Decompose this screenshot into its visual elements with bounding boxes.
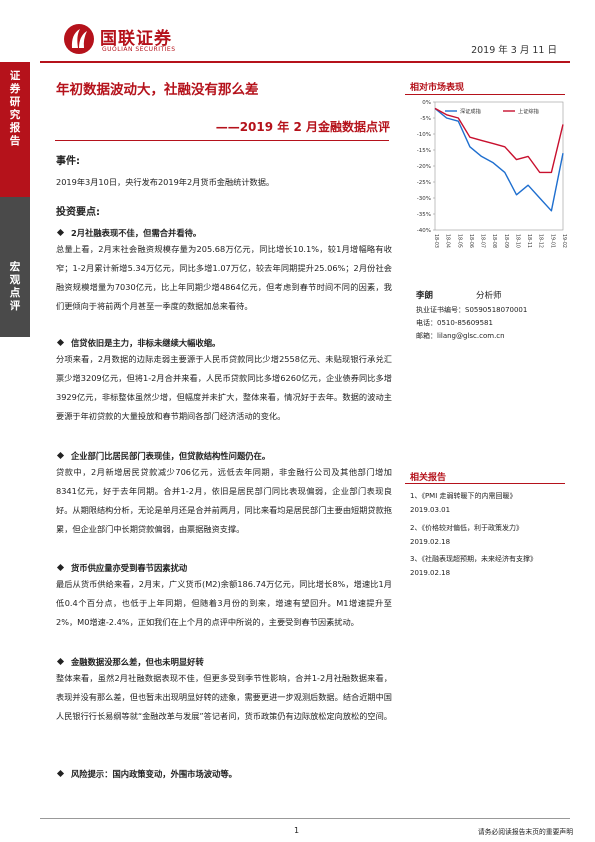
x-tick-label: 18-05 bbox=[456, 234, 462, 248]
bullet-diamond-icon bbox=[56, 657, 65, 666]
point-1-text: 总量上看，2月末社会融资规模存量为205.68万亿元，同比增长10.1%，较1月… bbox=[56, 244, 392, 311]
point-2-text: 分项来看，2月数据的边际走弱主要源于人民币贷款同比少增2558亿元、未贴现银行承… bbox=[56, 354, 392, 421]
sidebar-report-type: 证券研究报告 bbox=[9, 70, 21, 147]
point-5-title-text: 金融数据没那么差，但也未明显好转 bbox=[71, 657, 204, 667]
bullet-diamond-icon bbox=[56, 228, 65, 237]
x-tick-label: 18-10 bbox=[514, 234, 520, 248]
point-4-title-text: 货币供应量亦受到春节因素扰动 bbox=[71, 563, 188, 573]
analyst-name: 李朗 bbox=[416, 291, 434, 301]
y-tick-label: -30% bbox=[417, 196, 431, 202]
series-line-1 bbox=[434, 107, 564, 212]
point-5-text: 整体来看，虽然2月社融数据表现不佳，但更多受到季节性影响，合并1-2月社融数据来… bbox=[56, 673, 392, 721]
risk-warning-text: 风险提示：国内政策变动，外围市场波动等。 bbox=[71, 769, 237, 779]
analyst-cert: 执业证书编号：S0590518070001 bbox=[416, 306, 528, 314]
point-3-text: 贷款中，2月新增居民贷款减少706亿元，远低去年同期，非金融行公司及其他部门增加… bbox=[56, 467, 392, 534]
related-item-2-date: 2019.02.18 bbox=[410, 538, 451, 546]
x-tick-label: 18-09 bbox=[503, 234, 509, 248]
related-item-3-title: 3、《社融表现超预期，未来经济有支撑》 bbox=[410, 555, 537, 563]
bullet-diamond-icon bbox=[56, 338, 65, 347]
point-2-title: 信贷依旧是主力，非标未继续大幅收缩。 bbox=[56, 337, 220, 349]
bullet-diamond-icon bbox=[56, 451, 65, 460]
x-tick-label: 18-04 bbox=[445, 234, 451, 248]
y-tick-label: -25% bbox=[417, 180, 431, 186]
footer-disclaimer: 请务必阅读报告末页的重要声明 bbox=[477, 828, 573, 836]
logo-emblem-icon bbox=[64, 24, 94, 54]
market-heading: 相对市场表现 bbox=[410, 83, 465, 93]
y-tick-label: -5% bbox=[420, 116, 431, 122]
analyst-phone: 电话：0510-85609581 bbox=[416, 319, 493, 327]
x-tick-label: 18-07 bbox=[480, 234, 486, 248]
header-divider bbox=[40, 61, 570, 63]
plot-frame bbox=[434, 101, 564, 231]
report-date: 2019 年 3 月 11 日 bbox=[471, 45, 557, 56]
x-tick-label: 19-01 bbox=[549, 234, 555, 248]
logo-text-cn: 国联证券 bbox=[100, 29, 172, 49]
related-heading: 相关报告 bbox=[410, 473, 447, 483]
event-heading: 事件: bbox=[56, 156, 80, 167]
title-divider bbox=[55, 140, 389, 141]
y-tick-label: -15% bbox=[417, 148, 431, 154]
related-item-1-date: 2019.03.01 bbox=[410, 506, 451, 514]
y-tick-label: 0% bbox=[422, 100, 431, 106]
point-1-title-text: 2月社融表现不佳，但需合并看待。 bbox=[71, 228, 202, 238]
series-line-2 bbox=[434, 107, 564, 174]
sidebar-report-band: 证券研究报告 bbox=[0, 62, 30, 197]
market-chart: 0% -5% -10% -15% -20% -25% -30% -35% -40%18-03 18… bbox=[417, 100, 567, 248]
point-3-title-text: 企业部门比居民部门表现佳，但贷款结构性问题仍在。 bbox=[71, 451, 271, 461]
related-item-2-title: 2、《价格较对偏低，利于政策发力》 bbox=[410, 524, 523, 532]
related-item-3-date: 2019.02.18 bbox=[410, 569, 451, 577]
point-2-title-text: 信贷依旧是主力，非标未继续大幅收缩。 bbox=[71, 338, 221, 348]
page-number: 1 bbox=[294, 826, 300, 835]
points-heading: 投资要点: bbox=[56, 207, 100, 218]
x-tick-label: 18-03 bbox=[433, 234, 439, 248]
analyst-role: 分析师 bbox=[476, 291, 502, 301]
legend-label: 上证综指 bbox=[518, 107, 539, 115]
footer-divider bbox=[40, 818, 570, 819]
point-4-title: 货币供应量亦受到春节因素扰动 bbox=[56, 562, 187, 574]
sidebar-category-band: 宏观点评 bbox=[0, 197, 30, 337]
y-tick-label: -20% bbox=[417, 164, 431, 170]
related-item-1-title: 1、《PMI 走弱转暖下的内需回暖》 bbox=[410, 492, 517, 500]
related-divider bbox=[405, 483, 565, 484]
logo-text-en: GUOLIAN SECURITIES bbox=[102, 46, 176, 53]
event-text: 2019年3月10日，央行发布2019年2月货币金融统计数据。 bbox=[56, 177, 275, 187]
report-subtitle: ——2019 年 2 月金融数据点评 bbox=[215, 120, 390, 134]
market-divider bbox=[405, 94, 565, 95]
sidebar-category: 宏观点评 bbox=[9, 261, 21, 312]
bullet-diamond-icon bbox=[56, 769, 65, 778]
company-logo: 国联证券 GUOLIAN SECURITIES bbox=[62, 22, 222, 56]
y-tick-label: -35% bbox=[417, 212, 431, 218]
point-4-text: 最后从货币供给来看，2月末，广义货币(M2)余额186.74万亿元，同比增长8%… bbox=[56, 579, 392, 627]
report-title: 年初数据波动大，社融没有那么差 bbox=[56, 82, 259, 98]
x-tick-label: 18-11 bbox=[526, 234, 532, 248]
analyst-email: 邮箱：lilang@glsc.com.cn bbox=[416, 332, 505, 340]
x-tick-label: 18-08 bbox=[491, 234, 497, 248]
point-3-title: 企业部门比居民部门表现佳，但贷款结构性问题仍在。 bbox=[56, 450, 270, 462]
legend-label: 深证成指 bbox=[460, 107, 481, 115]
bullet-diamond-icon bbox=[56, 563, 65, 572]
x-tick-label: 18-06 bbox=[468, 234, 474, 248]
y-tick-label: -10% bbox=[417, 132, 431, 138]
y-tick-label: -40% bbox=[417, 228, 431, 234]
x-tick-label: 18-12 bbox=[538, 234, 544, 248]
point-1-title: 2月社融表现不佳，但需合并看待。 bbox=[56, 227, 201, 239]
risk-warning: 风险提示：国内政策变动，外围市场波动等。 bbox=[56, 768, 237, 780]
x-tick-label: 19-02 bbox=[561, 234, 567, 248]
point-5-title: 金融数据没那么差，但也未明显好转 bbox=[56, 656, 204, 668]
